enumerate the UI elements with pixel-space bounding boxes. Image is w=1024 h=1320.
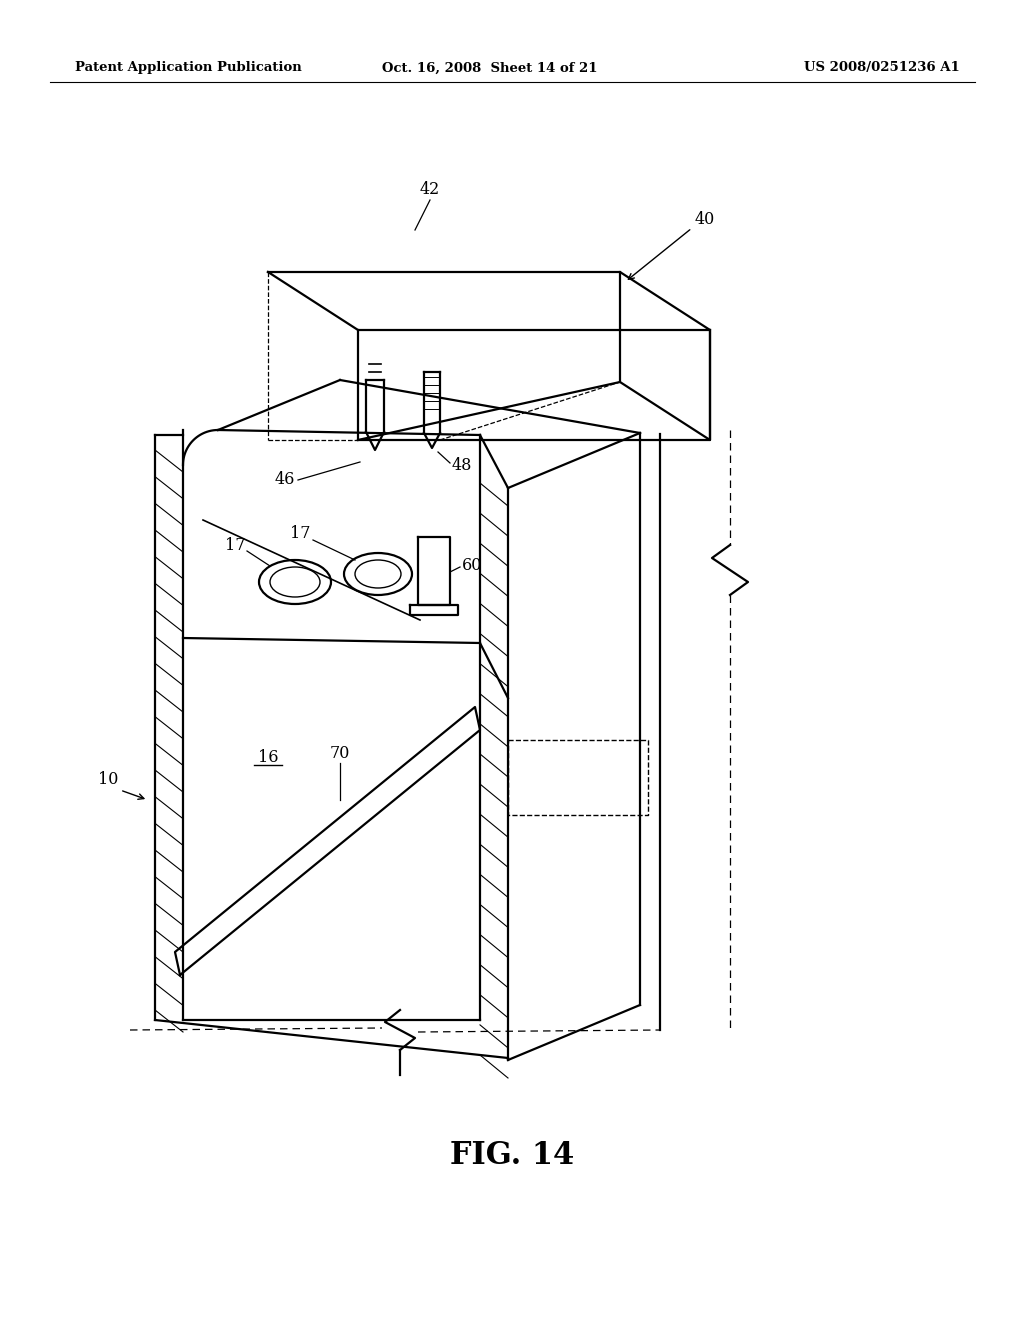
Text: US 2008/0251236 A1: US 2008/0251236 A1 bbox=[804, 62, 961, 74]
Text: Oct. 16, 2008  Sheet 14 of 21: Oct. 16, 2008 Sheet 14 of 21 bbox=[382, 62, 598, 74]
Text: 10: 10 bbox=[98, 771, 118, 788]
Text: FIG. 14: FIG. 14 bbox=[450, 1139, 574, 1171]
Text: 40: 40 bbox=[695, 211, 715, 228]
Text: 70: 70 bbox=[330, 744, 350, 762]
Text: 60: 60 bbox=[462, 557, 482, 573]
Text: Patent Application Publication: Patent Application Publication bbox=[75, 62, 302, 74]
Text: 42: 42 bbox=[420, 181, 440, 198]
Text: 17: 17 bbox=[224, 536, 246, 553]
Text: 46: 46 bbox=[274, 471, 295, 488]
Text: 17: 17 bbox=[290, 524, 310, 541]
Text: 16: 16 bbox=[258, 750, 279, 767]
Text: 48: 48 bbox=[452, 457, 472, 474]
